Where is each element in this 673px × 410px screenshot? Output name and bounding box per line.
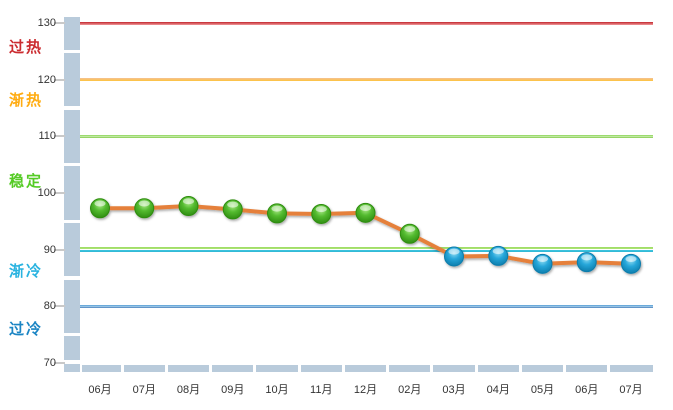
zone-label: 过热 bbox=[9, 39, 44, 57]
y-axis-band-segment bbox=[64, 336, 80, 361]
x-axis-label: 07月 bbox=[132, 384, 156, 396]
y-axis-tick bbox=[54, 305, 65, 308]
y-axis-tick bbox=[54, 192, 65, 194]
y-axis-band-segment bbox=[64, 52, 80, 107]
x-axis-label: 04月 bbox=[486, 384, 510, 396]
x-axis-band-segment bbox=[123, 365, 165, 372]
marker-gloss-highlight bbox=[138, 200, 150, 207]
marker-gloss-highlight bbox=[227, 201, 239, 208]
x-axis-band-segment bbox=[64, 365, 78, 372]
x-axis-band-segment bbox=[300, 365, 342, 372]
y-axis-tick bbox=[54, 78, 65, 81]
y-axis-band-segment bbox=[64, 166, 80, 220]
x-axis-band-segment bbox=[610, 365, 653, 372]
y-axis-label: 90 bbox=[43, 243, 56, 256]
marker-gloss-highlight bbox=[625, 256, 637, 263]
x-axis-band-segment bbox=[82, 365, 121, 372]
x-axis-band-segment bbox=[389, 365, 431, 372]
marker-gloss-highlight bbox=[536, 256, 549, 263]
y-axis-label: 80 bbox=[43, 300, 56, 313]
marker-gloss-highlight bbox=[492, 248, 504, 255]
threshold-line-90-top bbox=[80, 246, 653, 249]
x-axis-label: 09月 bbox=[221, 384, 245, 396]
y-axis-tick bbox=[54, 248, 65, 251]
y-axis-band-segment bbox=[64, 109, 80, 164]
y-axis-label: 110 bbox=[38, 130, 56, 143]
threshold-line-80 bbox=[80, 304, 653, 308]
x-axis-band-segment bbox=[433, 365, 475, 372]
x-axis-label: 03月 bbox=[442, 384, 466, 396]
threshold-line-120 bbox=[80, 78, 653, 82]
y-axis-band-segment bbox=[64, 17, 80, 50]
marker-gloss-highlight bbox=[182, 198, 195, 205]
marker-gloss-highlight bbox=[315, 206, 327, 213]
x-axis-band-segment bbox=[344, 365, 387, 372]
y-axis-label: 120 bbox=[37, 73, 56, 86]
x-axis-band-segment bbox=[477, 365, 519, 372]
x-axis-band-segment bbox=[256, 365, 298, 372]
x-axis-band-segment bbox=[167, 365, 210, 372]
x-axis-label: 10月 bbox=[265, 384, 289, 396]
x-axis-label: 08月 bbox=[176, 384, 201, 396]
zone-label: 过冷 bbox=[9, 320, 44, 338]
y-axis-label: 100 bbox=[37, 187, 56, 199]
x-axis-band-segment bbox=[212, 365, 254, 372]
marker-gloss-highlight bbox=[581, 254, 593, 261]
threshold-line-130 bbox=[80, 21, 653, 25]
x-axis-label: 11月 bbox=[310, 384, 333, 396]
x-axis-label: 06月 bbox=[575, 384, 599, 396]
y-axis-tick bbox=[54, 362, 65, 364]
x-axis-band-segment bbox=[521, 365, 564, 372]
x-axis-label: 12月 bbox=[353, 384, 378, 396]
zone-label: 稳定 bbox=[9, 173, 44, 191]
marker-gloss-highlight bbox=[448, 248, 460, 255]
y-axis-band-segment bbox=[64, 279, 80, 334]
y-axis-tick bbox=[54, 22, 65, 24]
zone-label: 渐冷 bbox=[9, 262, 44, 280]
y-axis-label: 70 bbox=[43, 357, 56, 369]
marker-gloss-highlight bbox=[359, 205, 372, 212]
threshold-line-90-bottom bbox=[80, 250, 653, 253]
zone-label: 渐热 bbox=[9, 91, 44, 109]
marker-gloss-highlight bbox=[404, 226, 416, 232]
x-axis-band-segment bbox=[566, 365, 608, 372]
threshold-line-110 bbox=[80, 134, 653, 138]
y-axis-tick bbox=[54, 135, 65, 138]
marker-gloss-highlight bbox=[94, 200, 106, 207]
y-axis-band-segment bbox=[64, 222, 80, 277]
x-axis-label: 07月 bbox=[619, 384, 643, 396]
marker-gloss-highlight bbox=[271, 205, 283, 212]
y-axis-label: 130 bbox=[37, 17, 56, 29]
x-axis-label: 06月 bbox=[88, 384, 112, 396]
x-axis-label: 05月 bbox=[530, 384, 555, 396]
x-axis-label: 02月 bbox=[398, 384, 422, 396]
